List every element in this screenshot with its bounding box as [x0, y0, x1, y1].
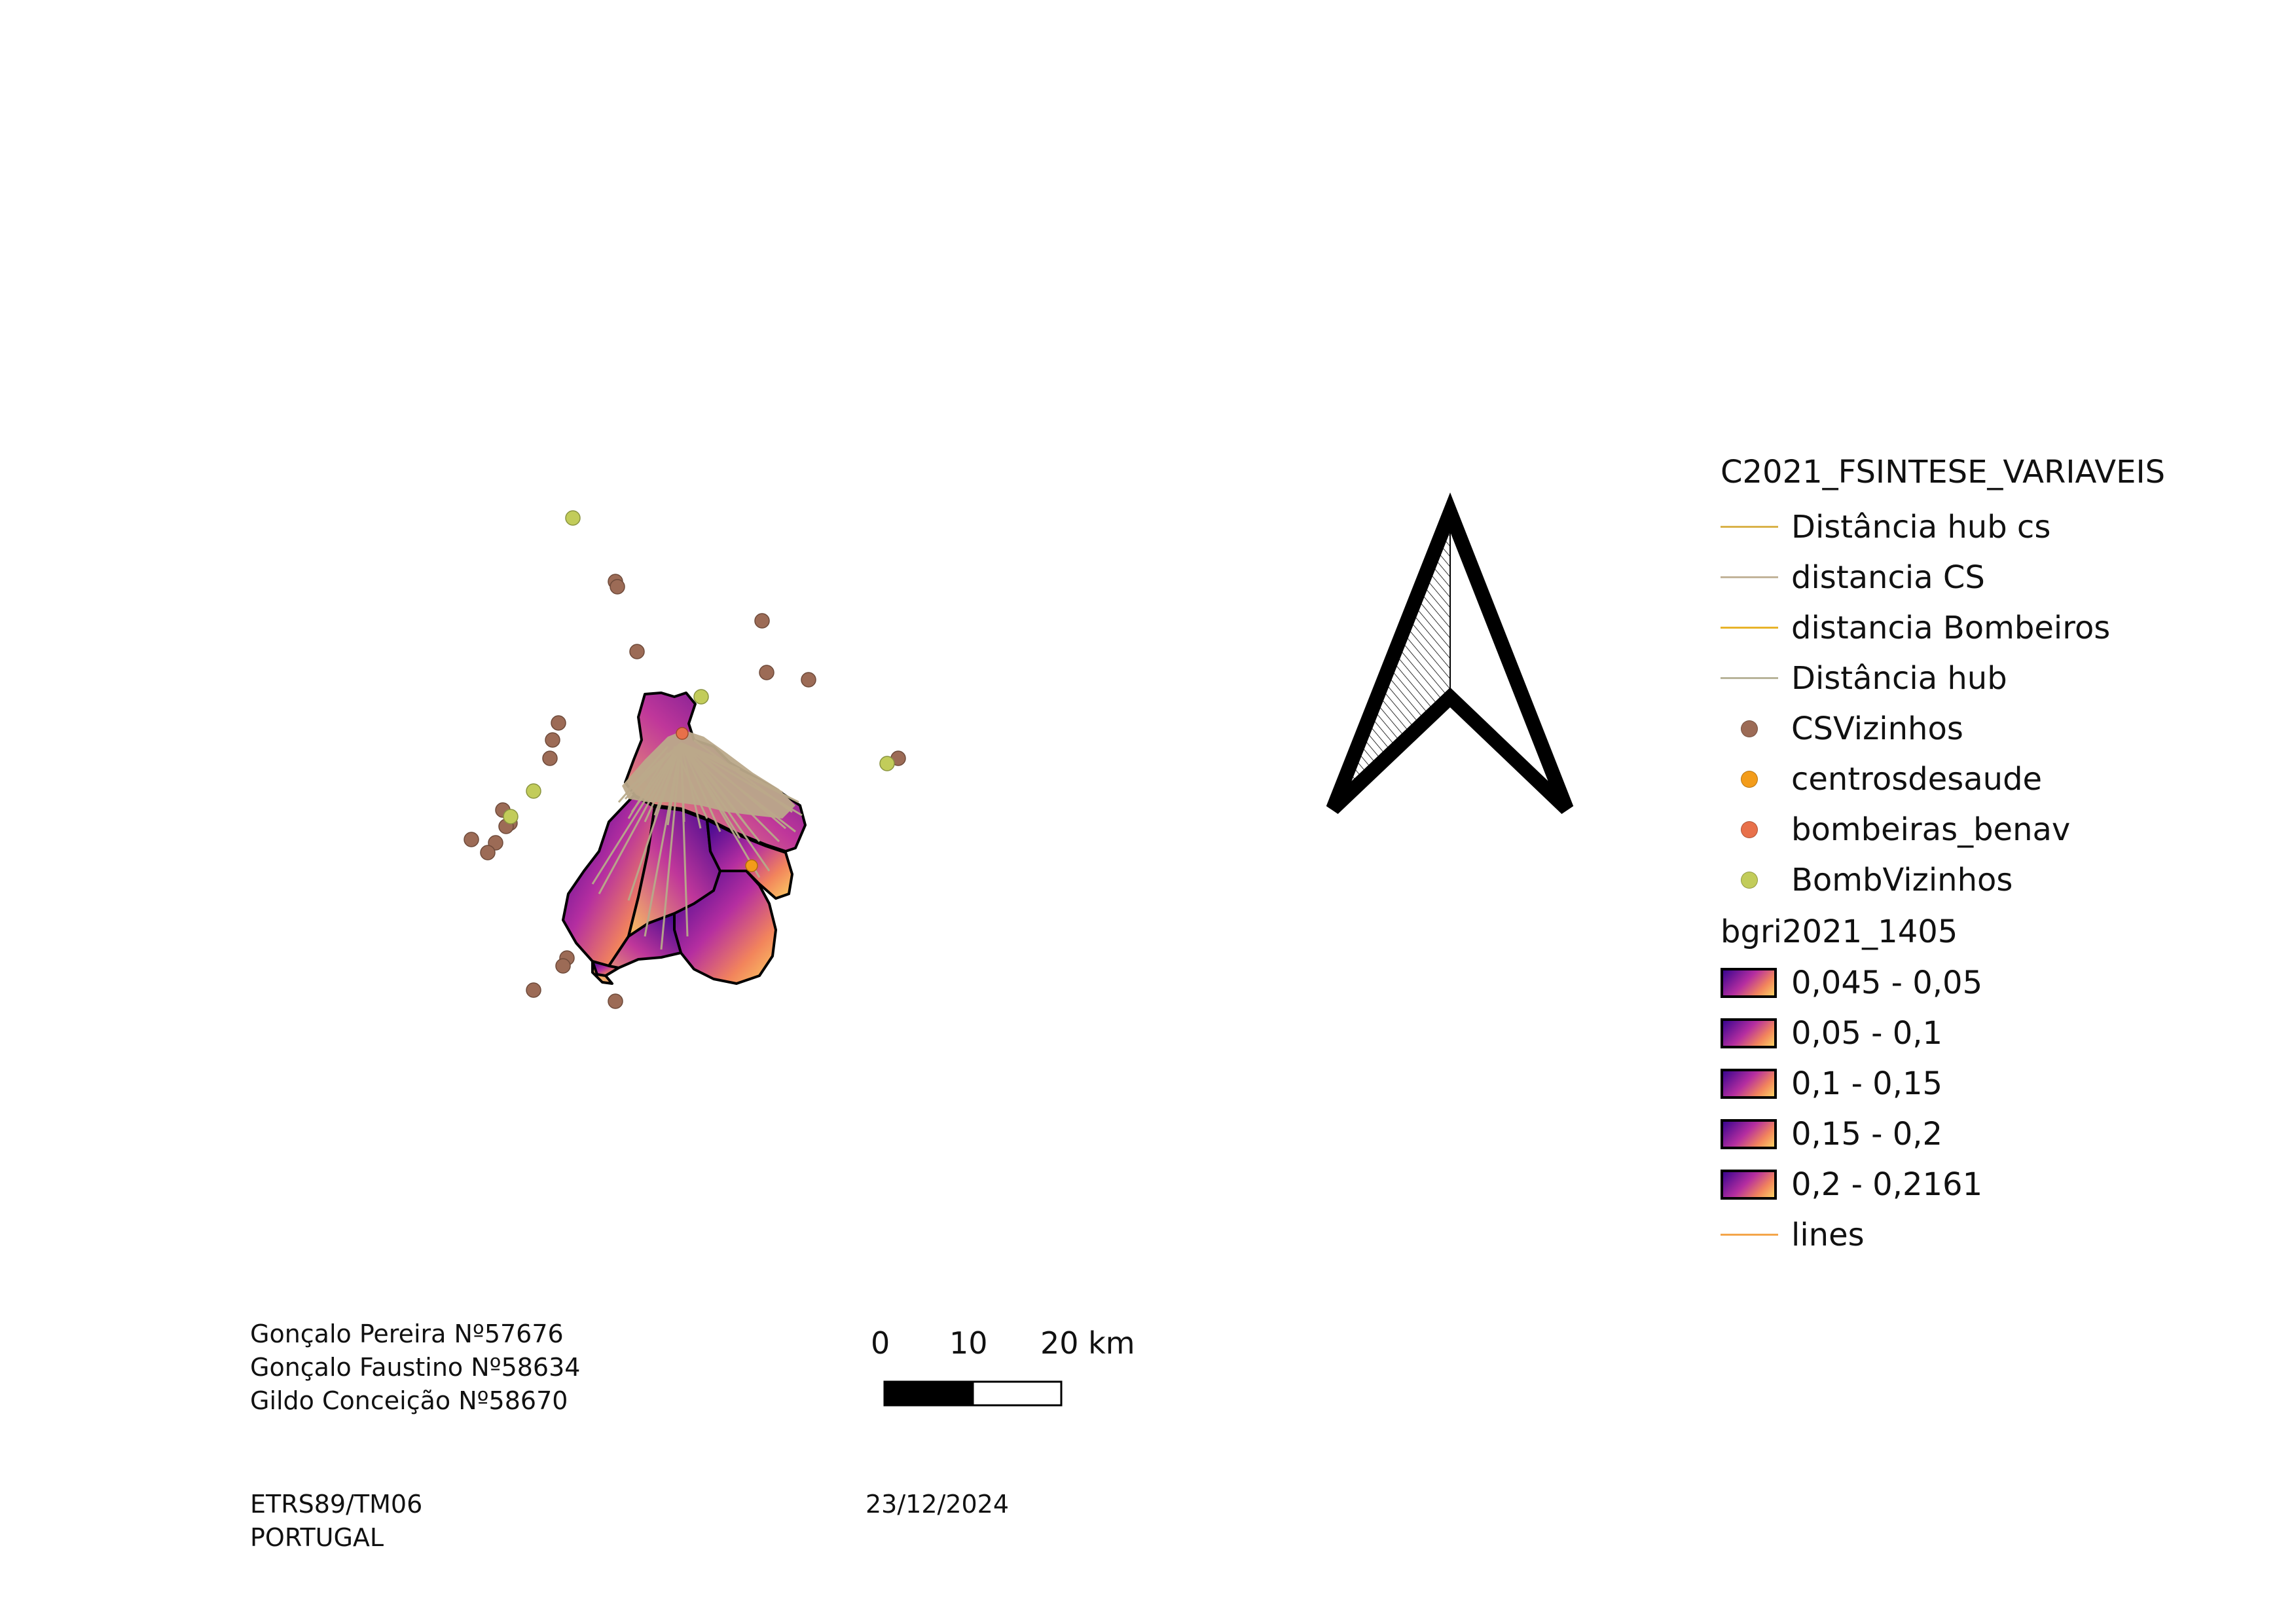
- point-symbol-icon: [1741, 821, 1758, 838]
- centrosdesaude-points: [745, 859, 758, 872]
- legend-class-3: 0,1 - 0,15: [1721, 1058, 2244, 1109]
- author-1: Gonçalo Pereira Nº57676: [250, 1320, 564, 1348]
- legend-item-distancia-bombeiros: distancia Bombeiros: [1721, 602, 2244, 653]
- crs-name: ETRS89/TM06: [250, 1490, 423, 1519]
- authors-block: Gonçalo Pereira Nº57676 Gonçalo Faustino…: [250, 1318, 580, 1418]
- point-symbol-icon: [1741, 871, 1758, 889]
- legend-group-title: C2021_FSINTESE_VARIAVEIS: [1721, 454, 2166, 490]
- scale-label-20: 20 km: [1040, 1325, 1135, 1361]
- crs-country: PORTUGAL: [250, 1523, 384, 1552]
- legend: C2021_FSINTESE_VARIAVEIS Distância hub c…: [1721, 452, 2244, 1260]
- crs-block: ETRS89/TM06 PORTUGAL: [250, 1488, 422, 1555]
- ramp-symbol-icon: [1721, 1169, 1777, 1200]
- ramp-symbol-icon: [1721, 1118, 1777, 1149]
- hub-cluster: [622, 730, 795, 819]
- scale-bar: [883, 1380, 1063, 1407]
- polygon-southeast: [673, 870, 777, 985]
- legend-item-distancia-hub: Distância hub: [1721, 653, 2244, 703]
- scale-label-10: 10: [949, 1325, 988, 1361]
- author-3: Gildo Conceição Nº58670: [250, 1386, 568, 1415]
- legend-item-distancia-cs: distancia CS: [1721, 552, 2244, 602]
- legend-item-distancia-hub-cs: Distância hub cs: [1721, 502, 2244, 552]
- legend-item-centrosdesaude: centrosdesaude: [1721, 754, 2244, 804]
- ramp-symbol-icon: [1721, 1068, 1777, 1099]
- ramp-symbol-icon: [1721, 1018, 1777, 1048]
- line-symbol-icon: [1721, 526, 1778, 528]
- map-date: 23/12/2024: [866, 1490, 1010, 1519]
- legend-class-5: 0,2 - 0,2161: [1721, 1159, 2244, 1209]
- bombeiras-benav-points: [676, 727, 689, 740]
- point-symbol-icon: [1741, 720, 1758, 737]
- north-arrow-icon: [1326, 492, 1574, 814]
- scale-label-0: 0: [871, 1325, 890, 1361]
- author-2: Gonçalo Faustino Nº58634: [250, 1353, 581, 1382]
- ramp-symbol-icon: [1721, 967, 1777, 998]
- legend-item-bombvizinhos: BombVizinhos: [1721, 855, 2244, 905]
- point-symbol-icon: [1741, 770, 1758, 788]
- legend-group2-title: bgri2021_1405: [1721, 913, 1958, 950]
- polygon-southwest-tip: [591, 960, 620, 977]
- legend-item-csvizinhos: CSVizinhos: [1721, 703, 2244, 754]
- legend-item-bombeiras-benav: bombeiras_benav: [1721, 804, 2244, 855]
- bombvizinhos-points: [503, 510, 895, 824]
- legend-class-4: 0,15 - 0,2: [1721, 1109, 2244, 1159]
- legend-item-lines: lines: [1721, 1209, 2244, 1260]
- line-symbol-icon: [1721, 677, 1778, 679]
- line-symbol-icon: [1721, 627, 1778, 629]
- line-symbol-icon: [1721, 576, 1778, 578]
- legend-class-1: 0,045 - 0,05: [1721, 957, 2244, 1008]
- line-symbol-icon: [1721, 1234, 1778, 1236]
- scale-bar-labels: 0 10 20 km: [845, 1325, 1146, 1365]
- legend-class-2: 0,05 - 0,1: [1721, 1008, 2244, 1058]
